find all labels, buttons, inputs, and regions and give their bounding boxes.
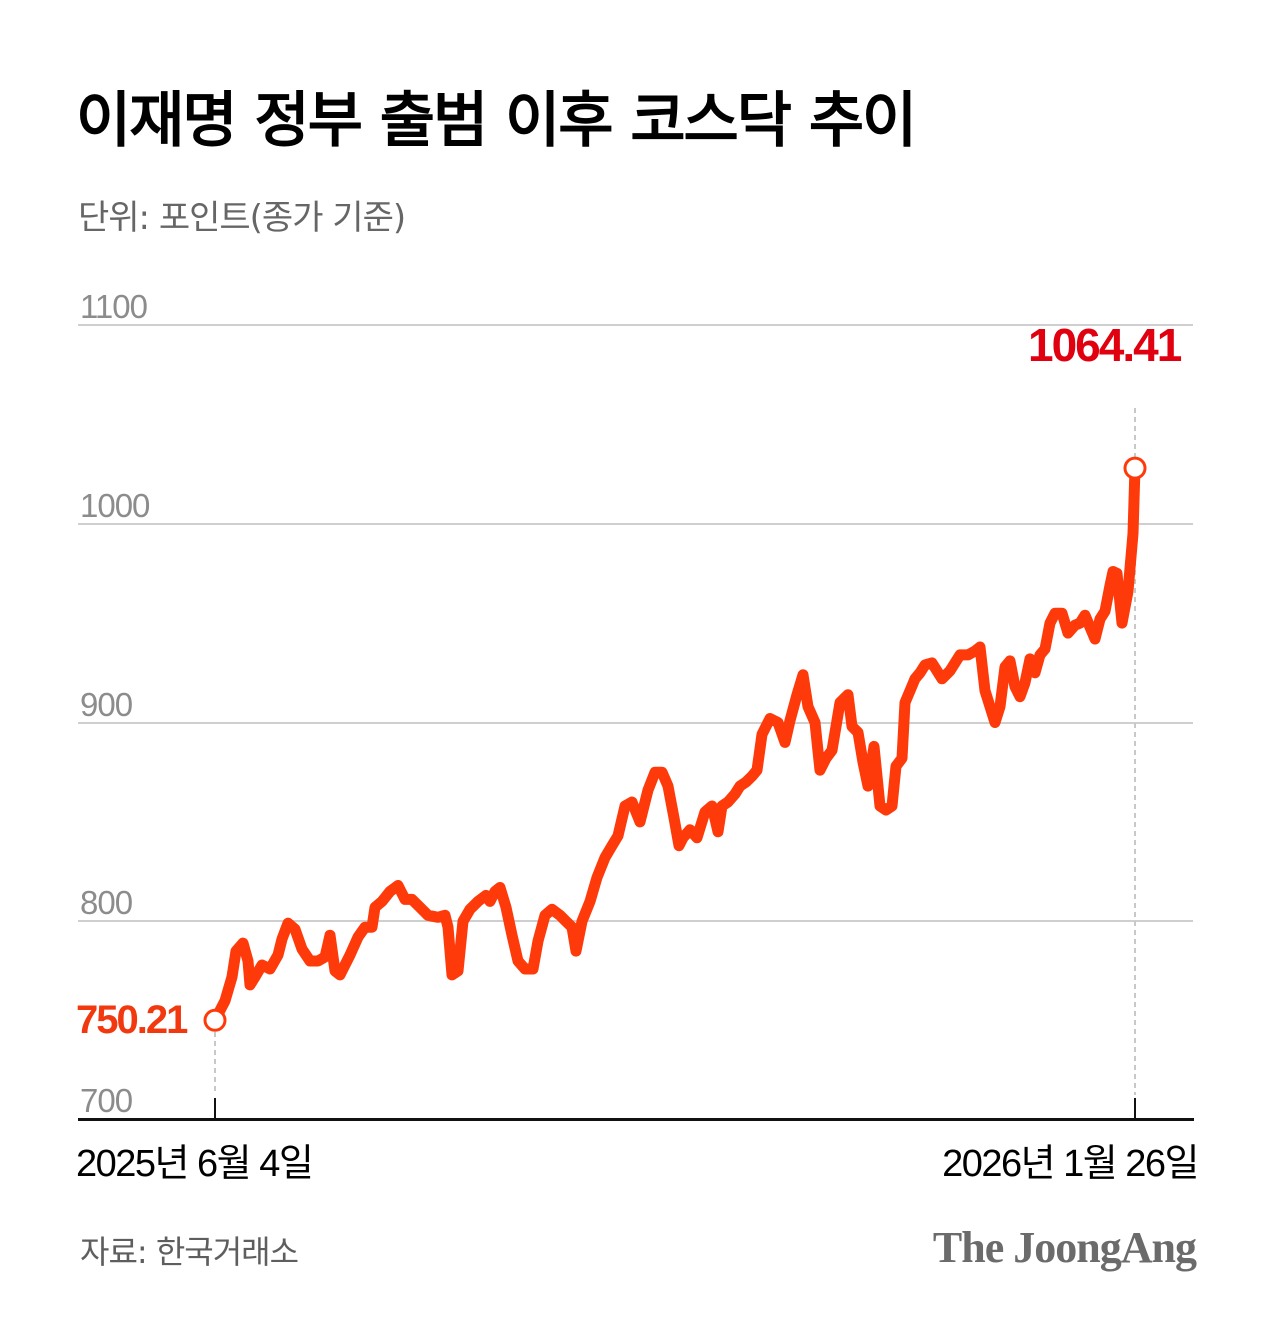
unit-label: 단위: 포인트(종가 기준) xyxy=(78,198,406,238)
brand-logo: The JoongAng xyxy=(932,1223,1197,1272)
start-point-marker xyxy=(203,1008,227,1032)
gridline-800 xyxy=(78,920,1193,922)
y-tick-1000: 1000 xyxy=(80,487,150,524)
y-tick-1100: 1100 xyxy=(80,288,148,325)
gridline-1000 xyxy=(78,523,1193,525)
x-axis xyxy=(78,1118,1194,1121)
gridline-1100 xyxy=(78,324,1193,326)
end-value-label: 1064.41 xyxy=(1028,319,1182,371)
x-tick-end xyxy=(1134,1098,1136,1120)
y-tick-700: 700 xyxy=(80,1082,133,1119)
y-tick-900: 900 xyxy=(80,686,133,723)
gridline-900 xyxy=(78,722,1193,724)
chart-title: 이재명 정부 출범 이후 코스닥 추이 xyxy=(76,86,917,156)
kosdaq-line xyxy=(209,462,1141,1026)
source-label: 자료: 한국거래소 xyxy=(80,1233,299,1271)
x-tick-start xyxy=(214,1098,216,1120)
y-tick-800: 800 xyxy=(80,884,133,921)
start-value-label: 750.21 xyxy=(76,998,188,1042)
x-label-end: 2026년 1월 26일 xyxy=(942,1143,1199,1185)
x-label-start: 2025년 6월 4일 xyxy=(76,1143,314,1185)
end-point-marker xyxy=(1123,456,1147,480)
